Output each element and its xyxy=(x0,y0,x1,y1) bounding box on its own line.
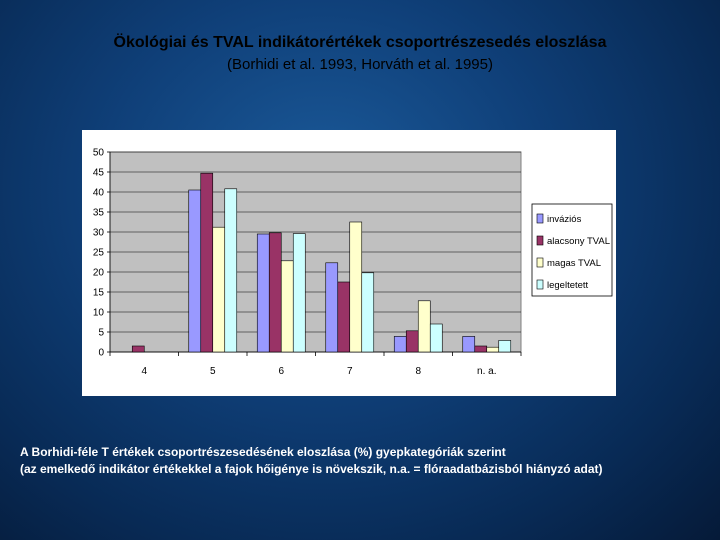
bar xyxy=(268,232,282,353)
bar xyxy=(349,221,363,353)
x-tick-label: 5 xyxy=(210,366,216,377)
y-tick-label: 50 xyxy=(93,148,105,159)
bar xyxy=(486,346,500,353)
x-tick-label: n. a. xyxy=(477,366,496,377)
bar xyxy=(498,340,512,353)
y-tick-label: 35 xyxy=(93,208,105,219)
bar xyxy=(224,188,238,353)
bar xyxy=(292,233,306,353)
legend-swatch xyxy=(536,213,544,224)
y-tick-label: 0 xyxy=(98,348,104,359)
bar xyxy=(337,281,351,353)
page-title: Ökológiai és TVAL indikátorértékek csopo… xyxy=(113,34,607,51)
y-tick-label: 30 xyxy=(93,228,105,239)
chart-container: 0 5 10 15 20 25 30 35 40 45 50 4 5 6 7 8 n. a. inváziós al… xyxy=(82,130,616,396)
bar xyxy=(131,345,145,353)
bar xyxy=(200,172,214,353)
bar xyxy=(462,336,476,353)
x-tick-label: 8 xyxy=(415,366,421,377)
y-tick-label: 10 xyxy=(93,308,105,319)
caption: A Borhidi-féle T értékek csoportrészesed… xyxy=(20,444,710,478)
bar xyxy=(429,323,443,353)
legend-label: alacsony TVAL xyxy=(547,236,610,247)
y-tick-label: 20 xyxy=(93,268,105,279)
legend-swatch xyxy=(536,235,544,246)
y-tick-label: 15 xyxy=(93,288,105,299)
y-tick-label: 25 xyxy=(93,248,105,259)
bar xyxy=(280,260,294,353)
bar xyxy=(417,300,431,353)
bar xyxy=(325,262,339,353)
legend-swatch xyxy=(536,257,544,268)
y-tick-label: 45 xyxy=(93,168,105,179)
legend-label: inváziós xyxy=(547,214,582,225)
bar xyxy=(361,272,375,353)
legend-swatch xyxy=(536,279,544,290)
bar xyxy=(188,189,202,353)
legend-box xyxy=(531,203,613,297)
legend-label: legeltetett xyxy=(547,280,589,291)
x-tick-label: 7 xyxy=(347,366,353,377)
legend-label: magas TVAL xyxy=(547,258,601,269)
page-subtitle: (Borhidi et al. 1993, Horváth et al. 199… xyxy=(227,56,493,73)
caption-line-1: A Borhidi-féle T értékek csoportrészesed… xyxy=(20,445,506,459)
bar xyxy=(256,233,270,353)
y-tick-label: 40 xyxy=(93,188,105,199)
bar xyxy=(393,336,407,353)
bar xyxy=(212,226,226,353)
bar xyxy=(405,330,419,353)
caption-line-2: (az emelkedő indikátor értékekkel a fajo… xyxy=(20,462,603,476)
bar xyxy=(474,345,488,353)
y-tick-label: 5 xyxy=(98,328,104,339)
x-tick-label: 6 xyxy=(278,366,284,377)
x-tick-label: 4 xyxy=(141,366,147,377)
